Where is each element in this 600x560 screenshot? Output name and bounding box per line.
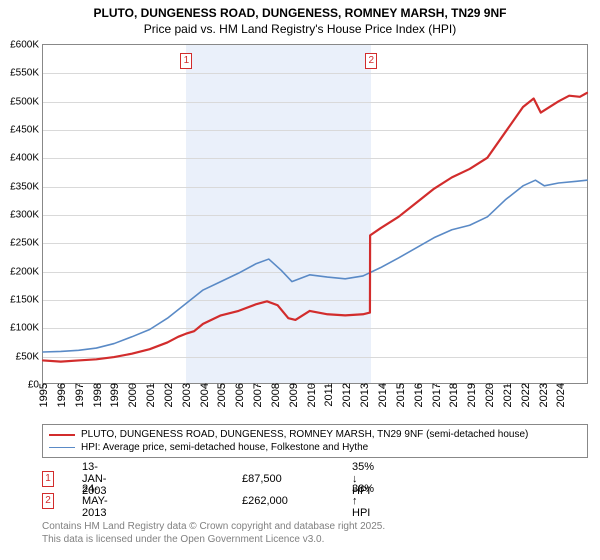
x-tick-label: 2002 xyxy=(161,383,175,407)
sale-price: £87,500 xyxy=(242,473,282,485)
legend-row-price_paid: PLUTO, DUNGENESS ROAD, DUNGENESS, ROMNEY… xyxy=(49,428,581,441)
x-tick-label: 2010 xyxy=(304,383,318,407)
series-svg xyxy=(43,45,587,383)
x-tick-label: 2012 xyxy=(339,383,353,407)
house-price-chart-container: { "title_line1": "PLUTO, DUNGENESS ROAD,… xyxy=(0,0,600,560)
sale-marker-cell: 1 xyxy=(42,471,54,487)
y-tick-label: £500K xyxy=(10,96,43,107)
x-tick-label: 1999 xyxy=(107,383,121,407)
sale-price: £262,000 xyxy=(242,495,288,507)
x-tick-label: 2011 xyxy=(321,383,335,407)
y-tick-label: £550K xyxy=(10,68,43,79)
x-tick-label: 2009 xyxy=(286,383,300,407)
sale-row: 113-JAN-2003£87,50035% ↓ HPI xyxy=(42,468,54,490)
y-tick-label: £100K xyxy=(10,323,43,334)
sale-marker-1: 1 xyxy=(180,53,192,69)
x-tick-label: 2001 xyxy=(143,383,157,407)
legend-label: PLUTO, DUNGENESS ROAD, DUNGENESS, ROMNEY… xyxy=(81,429,528,440)
x-tick-label: 2024 xyxy=(553,383,567,407)
x-tick-label: 2004 xyxy=(197,383,211,407)
x-tick-label: 1996 xyxy=(54,383,68,407)
x-tick-label: 2013 xyxy=(357,383,371,407)
x-tick-label: 2019 xyxy=(464,383,478,407)
y-tick-label: £200K xyxy=(10,266,43,277)
y-tick-label: £600K xyxy=(10,40,43,51)
x-tick-label: 2007 xyxy=(250,383,264,407)
attribution-line2: This data is licensed under the Open Gov… xyxy=(42,533,385,546)
y-tick-label: £150K xyxy=(10,295,43,306)
x-tick-label: 2006 xyxy=(232,383,246,407)
x-tick-label: 2020 xyxy=(482,383,496,407)
y-tick-label: £350K xyxy=(10,181,43,192)
series-line-hpi xyxy=(43,180,587,352)
series-line-price_paid xyxy=(43,93,587,362)
x-tick-label: 2015 xyxy=(393,383,407,407)
x-tick-label: 2014 xyxy=(375,383,389,407)
x-tick-label: 2003 xyxy=(179,383,193,407)
chart-title-line2: Price paid vs. HM Land Registry's House … xyxy=(0,22,600,42)
sale-hpi-diff: 38% ↑ HPI xyxy=(352,483,374,519)
y-tick-label: £400K xyxy=(10,153,43,164)
legend-swatch xyxy=(49,447,75,448)
chart-plot-area: £0£50K£100K£150K£200K£250K£300K£350K£400… xyxy=(42,44,588,384)
x-tick-label: 1995 xyxy=(36,383,50,407)
legend-label: HPI: Average price, semi-detached house,… xyxy=(81,442,368,453)
y-tick-label: £250K xyxy=(10,238,43,249)
y-tick-label: £300K xyxy=(10,210,43,221)
x-tick-label: 2000 xyxy=(125,383,139,407)
x-tick-label: 2017 xyxy=(429,383,443,407)
x-tick-label: 1997 xyxy=(72,383,86,407)
legend-box: PLUTO, DUNGENESS ROAD, DUNGENESS, ROMNEY… xyxy=(42,424,588,458)
x-tick-label: 2018 xyxy=(446,383,460,407)
sale-marker-cell: 2 xyxy=(42,493,54,509)
sale-row: 224-MAY-2013£262,00038% ↑ HPI xyxy=(42,490,54,512)
y-tick-label: £450K xyxy=(10,125,43,136)
sale-date: 24-MAY-2013 xyxy=(82,483,108,519)
attribution-line1: Contains HM Land Registry data © Crown c… xyxy=(42,520,385,533)
x-tick-label: 2016 xyxy=(411,383,425,407)
legend-swatch xyxy=(49,434,75,436)
x-tick-label: 2005 xyxy=(214,383,228,407)
chart-title-line1: PLUTO, DUNGENESS ROAD, DUNGENESS, ROMNEY… xyxy=(0,0,600,22)
sale-marker-2: 2 xyxy=(365,53,377,69)
y-tick-label: £50K xyxy=(16,351,43,362)
x-tick-label: 1998 xyxy=(90,383,104,407)
x-tick-label: 2023 xyxy=(536,383,550,407)
x-tick-label: 2008 xyxy=(268,383,282,407)
attribution-text: Contains HM Land Registry data © Crown c… xyxy=(42,520,385,546)
x-tick-label: 2022 xyxy=(518,383,532,407)
legend-row-hpi: HPI: Average price, semi-detached house,… xyxy=(49,441,581,454)
x-tick-label: 2021 xyxy=(500,383,514,407)
